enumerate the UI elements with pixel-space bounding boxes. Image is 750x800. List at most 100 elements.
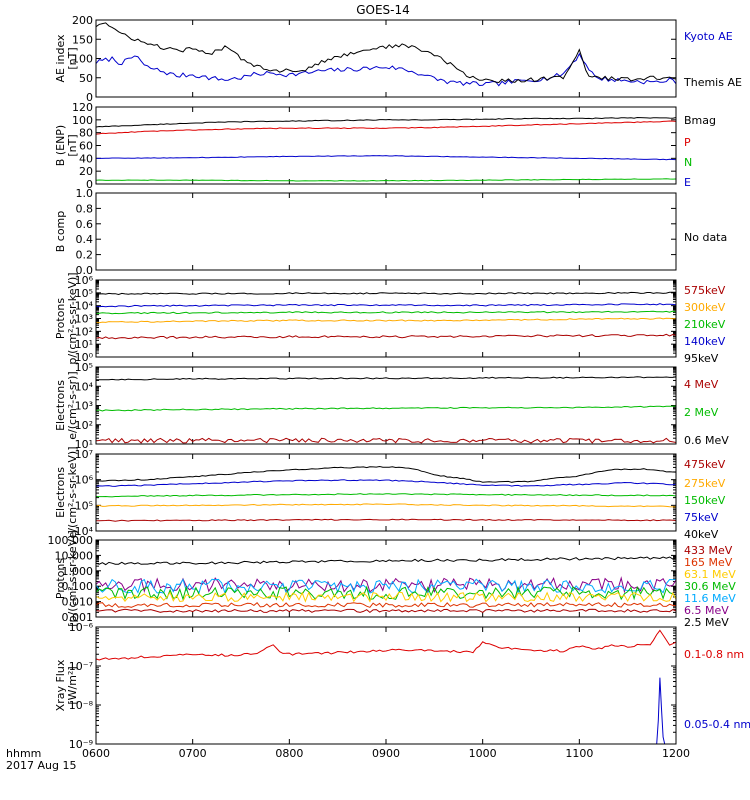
- y-axis-label-line: AE index: [54, 34, 67, 83]
- series-line-protons_low-2: [96, 310, 676, 315]
- series-line-bfield-1: [96, 120, 676, 135]
- legend-entry: 95keV: [684, 352, 719, 365]
- legend-entry: 75keV: [684, 511, 719, 524]
- time-label: hhmm: [6, 747, 41, 760]
- series-line-protons_low-0: [96, 291, 676, 296]
- series-line-protons_mev-3: [96, 585, 676, 601]
- legend-entry: 150keV: [684, 494, 726, 507]
- y-tick-label: 0.2: [76, 249, 94, 262]
- y-axis-label-line: [nT]: [66, 134, 79, 156]
- panel-frame: [95, 192, 677, 271]
- y-tick-label: 10⁻⁸: [69, 699, 94, 712]
- y-axis-label: Protonsp/(cm²-s-sr-keV)]: [54, 272, 79, 364]
- series-line-electrons_kev-3: [96, 503, 676, 508]
- x-tick-label: 1100: [565, 747, 593, 760]
- y-tick-label: 0.6: [76, 218, 94, 231]
- series-line-xray-1: [656, 677, 666, 744]
- y-tick-label: 10⁵: [75, 361, 93, 374]
- legend-entry: 0.1-0.8 nm: [684, 648, 744, 661]
- y-tick-label: 10¹: [75, 438, 93, 451]
- y-axis-label-line: Xray Flux: [54, 659, 67, 711]
- y-tick-label: 10⁻⁶: [69, 621, 94, 634]
- y-tick-label: 0.4: [76, 233, 94, 246]
- panel-bcomp: 0.0 0.2 0.4 0.6 0.8 1.0 B comp No data: [54, 187, 727, 277]
- y-tick-label: 80: [79, 127, 93, 140]
- legend-entry: 433 MeV: [684, 544, 733, 557]
- series-line-protons_mev-0: [96, 556, 676, 566]
- panel-xray: 10⁻⁹ 10⁻⁸ 10⁻⁷ 10⁻⁶ Xray Flux[W/m²] 0.1-0.8 n…: [54, 621, 750, 751]
- series-line-electrons_mev-1: [96, 405, 676, 412]
- y-axis-label-line: e/(cm²-s-sr-keV)]: [66, 447, 79, 539]
- legend-entry: Bmag: [684, 114, 716, 127]
- series-line-protons_low-1: [96, 303, 676, 308]
- x-tick-label: 0800: [275, 747, 303, 760]
- legend-entry: 2.5 MeV: [684, 616, 729, 629]
- series-line-bfield-2: [96, 178, 676, 182]
- series-line-ae-0: [96, 52, 676, 87]
- legend-entry: 4 MeV: [684, 378, 719, 391]
- legend-entry: 0.6 MeV: [684, 434, 729, 447]
- panel-protons_low: 10⁰10¹10²10³10⁴10⁵10⁶Protonsp/(cm²-s-sr-…: [54, 272, 726, 365]
- y-tick-label: 150: [72, 33, 93, 46]
- y-axis-label-line: Electrons: [54, 467, 67, 518]
- y-tick-label: 100: [72, 53, 93, 66]
- legend-entry: 475keV: [684, 458, 726, 471]
- x-tick-label: 0600: [82, 747, 110, 760]
- panel-frame: [95, 19, 677, 98]
- y-tick-label: 10⁴: [75, 300, 94, 313]
- y-axis-label-line: Electrons: [54, 380, 67, 431]
- series-line-electrons_mev-0: [96, 376, 676, 381]
- legend-entry: 63.1 MeV: [684, 568, 736, 581]
- series-line-bfield-3: [96, 155, 676, 161]
- legend-entry: P: [684, 136, 691, 149]
- legend-entry: 210keV: [684, 318, 726, 331]
- legend-entry: N: [684, 156, 692, 169]
- y-tick-label: 0.001: [62, 611, 94, 624]
- y-tick-label: 20: [79, 165, 93, 178]
- chart-title: GOES-14: [356, 3, 410, 17]
- y-tick-label: 10⁻⁹: [69, 738, 93, 751]
- y-tick-label: 10⁷: [75, 448, 93, 461]
- legend-entry: 40keV: [684, 528, 719, 541]
- x-tick-label: 1000: [469, 747, 497, 760]
- y-tick-label: 10⁰: [75, 351, 94, 364]
- legend-entry: 30.6 MeV: [684, 580, 736, 593]
- legend-entry: Kyoto AE: [684, 30, 733, 43]
- y-tick-label: 0: [86, 178, 93, 191]
- y-tick-label: 10⁶: [75, 274, 94, 287]
- series-line-protons_mev-5: [96, 601, 676, 608]
- series-line-electrons_kev-0: [96, 465, 676, 483]
- y-tick-label: 0.0: [76, 264, 94, 277]
- y-tick-label: 0: [86, 91, 93, 104]
- series-line-protons_mev-6: [96, 608, 676, 614]
- time-axis: 0600 0700 0800 0900 1000 1100 1200: [82, 747, 690, 760]
- date-label: 2017 Aug 15: [6, 759, 76, 772]
- series-line-protons_mev-1: [96, 576, 676, 594]
- series-line-protons_mev-2: [96, 578, 676, 595]
- panel-protons_mev: 0.0010.0100.1001.00010.000100.000Protons…: [48, 530, 737, 629]
- y-axis-label-line: B (ENP): [54, 125, 67, 166]
- y-tick-label: 100: [72, 114, 93, 127]
- legend-entry: 300keV: [684, 301, 726, 314]
- series-line-electrons_kev-2: [96, 493, 676, 498]
- y-axis-label-line: [p/(cm²-s-sr-keV)]: [66, 530, 79, 627]
- series-line-electrons_kev-4: [96, 518, 676, 522]
- y-tick-label: 10⁵: [75, 287, 93, 300]
- y-axis-label-line: Protons: [54, 558, 67, 599]
- y-tick-label: 0.100: [62, 580, 94, 593]
- y-tick-label: 200: [72, 14, 93, 27]
- y-axis-label: Protons[p/(cm²-s-sr-keV)]: [54, 530, 79, 627]
- y-axis-label: B (ENP)[nT]: [54, 125, 79, 166]
- y-axis-label: Electronse/(cm²-s-sr)]: [54, 371, 79, 439]
- y-tick-label: 10¹: [75, 338, 93, 351]
- y-tick-label: 1.000: [62, 565, 94, 578]
- y-axis-label: AE index[nT]: [54, 34, 79, 83]
- y-tick-label: 10⁴: [75, 525, 94, 538]
- y-axis-label-line: p/(cm²-s-sr-keV)]: [66, 272, 79, 364]
- legend-entry: 11.6 MeV: [684, 592, 736, 605]
- legend-entry: Themis AE: [683, 76, 742, 89]
